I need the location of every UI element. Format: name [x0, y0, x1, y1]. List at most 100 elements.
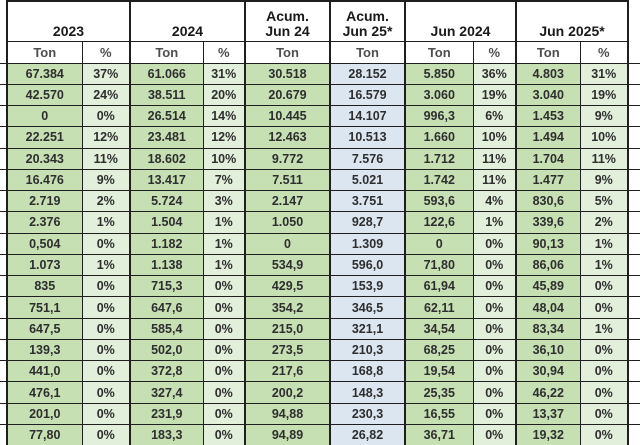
- column-group-label: 2023: [52, 22, 85, 39]
- table-cell: 0%: [81, 275, 131, 298]
- table-cell: 1%: [579, 317, 629, 340]
- table-cell: 3.751: [329, 190, 406, 213]
- table-cell: 94,89: [244, 424, 331, 445]
- table-cell: 0%: [472, 317, 517, 340]
- table-cell: 62,11: [404, 296, 474, 319]
- table-cell: 26.514: [129, 105, 204, 128]
- table-cell: 0%: [202, 317, 246, 340]
- table-cell: 2.147: [244, 190, 331, 213]
- table-cell: 7%: [202, 168, 246, 192]
- table-cell: 139,3: [6, 338, 83, 362]
- clipped-column-right: [628, 83, 640, 107]
- table-cell: 0%: [202, 424, 246, 445]
- table-cell: 1.453: [515, 105, 581, 128]
- table-cell: 16.579: [329, 83, 406, 107]
- subheader-percent: %: [81, 40, 131, 64]
- table-cell: 11%: [472, 168, 517, 192]
- table-cell: 0%: [472, 232, 517, 255]
- clipped-column-right: [628, 296, 640, 319]
- table-cell: 0%: [472, 296, 517, 319]
- table-cell: 9%: [579, 105, 629, 128]
- table-row: 751,1 0% 647,6 0% 354,2 346,5 62,11 0% 48,04 0%: [0, 296, 640, 319]
- table-cell: 31%: [579, 62, 629, 85]
- table-cell: 10%: [579, 126, 629, 149]
- table-cell: 77,80: [6, 424, 83, 445]
- table-cell: 9%: [81, 168, 131, 192]
- table-cell: 168,8: [329, 360, 406, 383]
- clipped-column-right: [628, 1, 640, 41]
- table-cell: 0%: [472, 381, 517, 404]
- column-group-label: Jun 24: [265, 22, 310, 39]
- table-cell: 7.511: [244, 168, 331, 192]
- clipped-column-right: [628, 105, 640, 128]
- table-cell: 11%: [472, 147, 517, 170]
- table-cell: 10%: [202, 147, 246, 170]
- group-header-row: 2023 2024 Acum. Jun 24 Acum. Jun 25* Jun…: [0, 0, 640, 42]
- clipped-column-right: [628, 126, 640, 149]
- table-cell: 0%: [472, 338, 517, 362]
- table-cell: 46,22: [515, 381, 581, 404]
- table-cell: 67.384: [6, 62, 83, 85]
- clipped-column-right: [628, 190, 640, 213]
- column-group-jun-2025: Jun 2025*: [515, 0, 629, 42]
- table-cell: 928,7: [329, 211, 406, 234]
- clipped-column-left: [0, 105, 7, 128]
- table-cell: 0%: [579, 338, 629, 362]
- table-cell: 476,1: [6, 381, 83, 404]
- table-cell: 3%: [202, 190, 246, 213]
- table-cell: 61,94: [404, 275, 474, 298]
- table-cell: 2.376: [6, 211, 83, 234]
- table-cell: 16,55: [404, 402, 474, 426]
- table-cell: 354,2: [244, 296, 331, 319]
- table-cell: 835: [6, 275, 83, 298]
- table-cell: 20%: [202, 83, 246, 107]
- table-cell: 231,9: [129, 402, 204, 426]
- clipped-column-left: [0, 232, 7, 255]
- table-cell: 647,6: [129, 296, 204, 319]
- table-cell: 7.576: [329, 147, 406, 170]
- clipped-column-left: [0, 190, 7, 213]
- table-cell: 38.511: [129, 83, 204, 107]
- table-cell: 11%: [579, 147, 629, 170]
- table-cell: 14.107: [329, 105, 406, 128]
- table-cell: 0%: [81, 338, 131, 362]
- table-cell: 0%: [81, 360, 131, 383]
- subheader-ton: Ton: [244, 40, 331, 64]
- table-cell: 30.518: [244, 62, 331, 85]
- clipped-column-right: [628, 338, 640, 362]
- table-cell: 148,3: [329, 381, 406, 404]
- table-cell: 42.570: [6, 83, 83, 107]
- clipped-column-left: [0, 338, 7, 362]
- table-cell: 1.742: [404, 168, 474, 192]
- table-cell: 94,88: [244, 402, 331, 426]
- table-cell: 0%: [472, 360, 517, 383]
- table-cell: 0: [6, 105, 83, 128]
- table-row: 2.719 2% 5.724 3% 2.147 3.751 593,6 4% 830,6 5%: [0, 190, 640, 213]
- table-row: 16.476 9% 13.417 7% 7.511 5.021 1.742 11% 1.477 9…: [0, 168, 640, 192]
- table-cell: 1.504: [129, 211, 204, 234]
- clipped-column-right: [628, 253, 640, 277]
- table-cell: 372,8: [129, 360, 204, 383]
- column-group-2023: 2023: [6, 0, 131, 42]
- table-cell: 10%: [472, 126, 517, 149]
- clipped-column-right: [628, 317, 640, 340]
- table-cell: 0%: [202, 338, 246, 362]
- table-cell: 647,5: [6, 317, 83, 340]
- clipped-column-left: [0, 41, 7, 63]
- table-cell: 201,0: [6, 402, 83, 426]
- column-group-label: 2024: [171, 22, 204, 39]
- table-cell: 45,89: [515, 275, 581, 298]
- table-cell: 1.704: [515, 147, 581, 170]
- table-cell: 1.494: [515, 126, 581, 149]
- table-row: 42.570 24% 38.511 20% 20.679 16.579 3.060 19% 3.…: [0, 83, 640, 107]
- table-cell: 200,2: [244, 381, 331, 404]
- clipped-column-left: [0, 147, 7, 170]
- table-cell: 19%: [579, 83, 629, 107]
- table-cell: 48,04: [515, 296, 581, 319]
- table-cell: 215,0: [244, 317, 331, 340]
- table-cell: 0%: [579, 424, 629, 445]
- subheader-ton: Ton: [6, 40, 83, 64]
- table-cell: 4.803: [515, 62, 581, 85]
- subheader-ton: Ton: [404, 40, 474, 64]
- table-cell: 0%: [81, 402, 131, 426]
